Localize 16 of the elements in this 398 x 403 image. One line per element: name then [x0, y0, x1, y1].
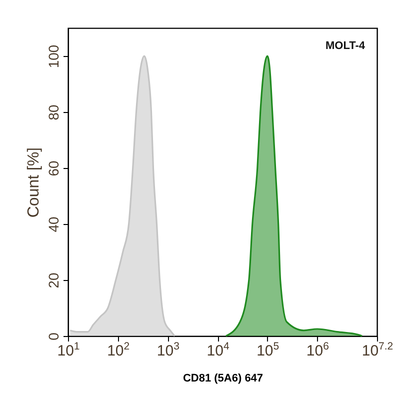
x-tick-label: 10$^{3}$ — [156, 340, 180, 360]
x-tick-label: 10$^{4}$ — [206, 340, 230, 360]
x-tick-label: 10$^{7.2}$ — [362, 340, 394, 360]
y-tick-label: 60 — [46, 160, 62, 176]
x-axis-title: CD81 (5A6) 647 — [182, 372, 264, 384]
x-tick-label: 10$^{6}$ — [306, 340, 330, 360]
x-tick-label: 10$^{1}$ — [57, 340, 80, 360]
annotation: MOLT-4 — [325, 40, 366, 52]
y-tick-label: 0 — [46, 332, 62, 340]
x-tick-label: 10$^{5}$ — [256, 340, 280, 360]
y-tick-label: 80 — [46, 104, 62, 120]
y-axis-title: Count [%] — [26, 147, 42, 218]
y-tick-label: 40 — [46, 216, 62, 232]
x-tick-label: 10$^{2}$ — [107, 340, 130, 360]
y-tick-label: 20 — [46, 272, 62, 288]
y-tick-label: 100 — [46, 44, 62, 68]
